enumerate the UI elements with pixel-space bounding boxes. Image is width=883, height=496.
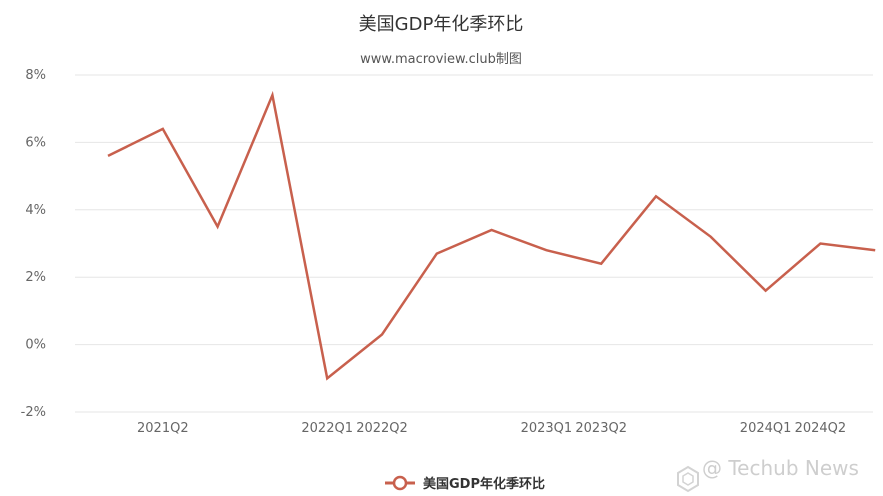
watermark-text: @ Techub News [702, 456, 859, 480]
data-point[interactable] [654, 194, 658, 198]
x-tick-label: 2022Q1 [301, 421, 353, 436]
x-axis-ticks: 2021Q2 2022Q1 2022Q2 2023Q1 2023Q2 2024Q1 2024… [137, 421, 846, 436]
legend-circle-icon [392, 475, 408, 491]
x-tick-label: 2024Q1 [740, 421, 792, 436]
x-tick-label: 2023Q2 [575, 421, 627, 436]
series-layer [106, 90, 877, 381]
legend[interactable]: 美国GDP年化季环比 [385, 475, 545, 492]
y-axis-ticks: 8% 6% 4% 2% 0% -2% [21, 68, 46, 420]
x-tick-label: 2022Q2 [356, 421, 408, 436]
y-tick-label: 4% [25, 203, 46, 218]
y-tick-label: 0% [25, 338, 46, 353]
series-line[interactable] [107, 90, 876, 381]
data-point[interactable] [161, 127, 165, 131]
x-tick-label: 2021Q2 [137, 421, 189, 436]
data-point[interactable] [216, 225, 220, 229]
data-point[interactable] [490, 228, 494, 232]
data-point[interactable] [599, 262, 603, 266]
y-tick-label: -2% [21, 405, 46, 420]
data-point[interactable] [709, 235, 713, 239]
chart-title: 美国GDP年化季环比 [359, 14, 524, 35]
y-tick-label: 2% [25, 270, 46, 285]
data-point[interactable] [270, 93, 274, 97]
data-point[interactable] [544, 248, 548, 252]
grid-lines [75, 74, 873, 413]
x-tick-label: 2023Q1 [521, 421, 573, 436]
chart-subtitle: www.macroview.club制图 [360, 52, 522, 67]
y-tick-label: 6% [25, 135, 46, 150]
data-point[interactable] [818, 242, 822, 246]
x-tick-label: 2024Q2 [795, 421, 847, 436]
y-tick-label: 8% [25, 68, 46, 83]
data-point[interactable] [764, 289, 768, 293]
watermark: @ Techub News [677, 456, 859, 493]
legend-label: 美国GDP年化季环比 [423, 476, 545, 492]
data-point[interactable] [325, 376, 329, 380]
data-point[interactable] [873, 248, 877, 252]
techub-logo-icon [677, 465, 699, 493]
data-point[interactable] [106, 154, 110, 158]
data-point[interactable] [380, 332, 384, 336]
data-point[interactable] [435, 252, 439, 256]
